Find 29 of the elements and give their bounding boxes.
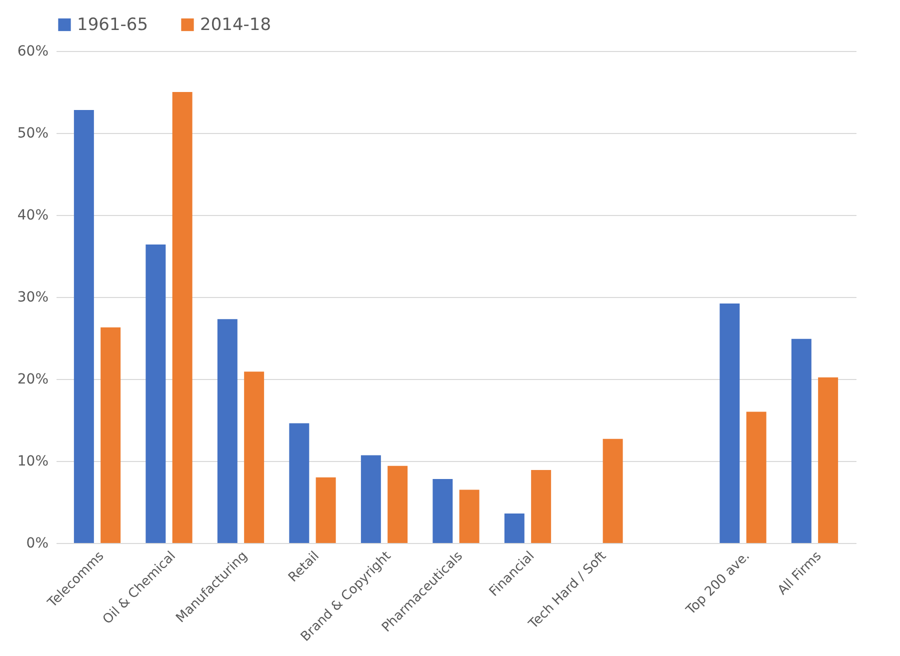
bar bbox=[388, 466, 408, 543]
y-tick-label: 0% bbox=[26, 536, 48, 552]
bar bbox=[244, 372, 264, 543]
legend-label: 2014-18 bbox=[200, 14, 272, 35]
bar bbox=[602, 438, 623, 543]
bar bbox=[146, 244, 166, 543]
bar bbox=[720, 304, 740, 543]
y-tick-label: 10% bbox=[17, 454, 48, 470]
y-tick-label: 50% bbox=[17, 126, 48, 142]
bar bbox=[360, 455, 381, 543]
bar bbox=[289, 423, 310, 543]
y-tick-label: 60% bbox=[17, 44, 48, 60]
bar bbox=[818, 377, 838, 543]
bar bbox=[100, 327, 121, 543]
legend-label: 1961-65 bbox=[77, 14, 148, 35]
bar bbox=[791, 338, 812, 543]
y-tick-label: 30% bbox=[17, 290, 48, 306]
bar bbox=[74, 110, 94, 543]
bar bbox=[432, 479, 453, 543]
bar bbox=[459, 490, 480, 543]
bar bbox=[746, 412, 766, 543]
bar bbox=[316, 477, 336, 543]
y-tick-label: 40% bbox=[17, 208, 48, 224]
x-tick-label: Top 200 ave. bbox=[683, 548, 753, 619]
bar bbox=[172, 92, 192, 543]
bar bbox=[531, 470, 552, 543]
bar bbox=[217, 319, 238, 543]
bar bbox=[504, 513, 524, 543]
y-tick-label: 20% bbox=[17, 372, 48, 388]
